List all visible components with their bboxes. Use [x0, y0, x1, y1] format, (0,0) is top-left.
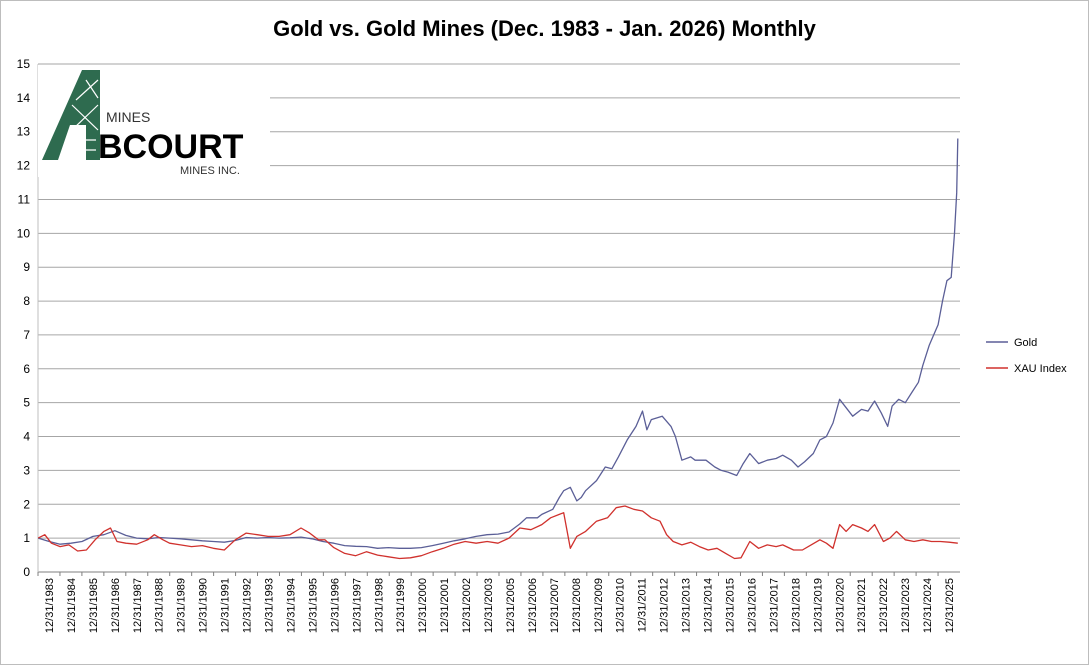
x-tick-label: 12/31/1995: [307, 578, 319, 633]
x-tick-label: 12/31/2007: [549, 578, 561, 633]
logo-text-mines-inc: MINES INC.: [180, 165, 240, 177]
x-tick-label: 12/31/2024: [922, 578, 934, 633]
x-tick-label: 12/31/2008: [571, 578, 583, 633]
x-tick-label: 12/31/2009: [593, 578, 605, 633]
x-tick-label: 12/31/1989: [176, 578, 188, 633]
gridlines: [38, 63, 960, 539]
x-tick-label: 12/31/1985: [88, 578, 100, 633]
x-tick-label: 12/31/2025: [944, 578, 956, 633]
x-tick-label: 12/31/2002: [461, 578, 473, 633]
x-tick-label: 12/31/2012: [659, 578, 671, 633]
series-lines: [37, 138, 959, 560]
x-tick-label: 12/31/2000: [417, 578, 429, 633]
x-tick-label: 12/31/2013: [681, 578, 693, 633]
x-tick-label: 12/31/1992: [242, 578, 254, 633]
logo-text-mines: MINES: [106, 109, 150, 125]
x-tick-label: 12/31/1999: [395, 578, 407, 633]
y-tick-label: 13: [17, 125, 31, 139]
x-tick-label: 12/31/2014: [703, 578, 715, 633]
x-tick-label: 12/31/2010: [615, 578, 627, 633]
x-tick-label: 12/31/2003: [483, 578, 495, 633]
series-line-gold: [38, 138, 959, 549]
y-tick-label: 12: [17, 159, 31, 173]
logo-headframe-icon: [42, 70, 100, 160]
x-tick-label: 12/31/2021: [856, 578, 868, 633]
legend: Gold XAU Index: [986, 337, 1067, 375]
legend-label: XAU Index: [1014, 363, 1067, 375]
x-tick-label: 12/31/1986: [110, 578, 122, 633]
company-logo: MINES BCOURT MINES INC.: [38, 65, 270, 177]
y-tick-label: 2: [23, 497, 30, 511]
y-tick-label: 15: [17, 57, 31, 71]
x-axis-tick-labels: 12/31/1983 12/31/1984 12/31/1985 12/31/1986…: [37, 572, 956, 633]
y-tick-label: 8: [23, 294, 30, 308]
x-tick-label: 12/31/2016: [746, 578, 758, 633]
x-tick-label: 12/31/1987: [132, 578, 144, 633]
y-tick-label: 11: [18, 192, 31, 206]
x-tick-label: 12/31/2018: [790, 578, 802, 633]
y-tick-label: 6: [23, 362, 30, 376]
y-tick-label: 1: [23, 531, 30, 545]
chart-title: Gold vs. Gold Mines (Dec. 1983 - Jan. 20…: [273, 16, 816, 41]
y-tick-label: 10: [17, 226, 31, 240]
x-tick-label: 12/31/1984: [66, 578, 78, 633]
y-tick-label: 4: [23, 430, 30, 444]
x-tick-label: 12/31/2017: [768, 578, 780, 633]
x-tick-label: 12/31/1983: [44, 578, 56, 633]
x-tick-label: 12/31/1997: [351, 578, 363, 633]
logo-lattice: [70, 79, 99, 151]
logo-text-bcourt: BCOURT: [98, 128, 244, 166]
y-tick-label: 5: [23, 396, 30, 410]
x-tick-label: 12/31/2011: [637, 578, 649, 632]
x-tick-label: 12/31/2023: [900, 578, 912, 633]
y-tick-label: 3: [23, 463, 30, 477]
x-tick-label: 12/31/1993: [264, 578, 276, 633]
x-tick-label: 12/31/2006: [527, 578, 539, 633]
series-line-xau-index: [37, 505, 958, 560]
y-tick-label: 9: [23, 260, 30, 274]
x-tick-label: 12/31/1998: [373, 578, 385, 633]
y-tick-label: 7: [23, 328, 30, 342]
x-tick-label: 12/31/2020: [834, 578, 846, 633]
x-tick-label: 12/31/1988: [154, 578, 166, 633]
x-tick-label: 12/31/1990: [198, 578, 210, 633]
legend-label: Gold: [1014, 337, 1037, 349]
x-tick-label: 12/31/2001: [439, 578, 451, 633]
x-tick-label: 12/31/1994: [285, 578, 297, 633]
x-tick-label: 12/31/2019: [812, 578, 824, 633]
x-tick-label: 12/31/2022: [878, 578, 890, 633]
y-tick-label: 0: [23, 565, 30, 579]
y-tick-label: 14: [17, 91, 31, 105]
x-tick-label: 12/31/2005: [505, 578, 517, 633]
x-tick-label: 12/31/1996: [329, 578, 341, 633]
x-tick-label: 12/31/1991: [220, 578, 232, 633]
x-tick-label: 12/31/2015: [725, 578, 737, 633]
